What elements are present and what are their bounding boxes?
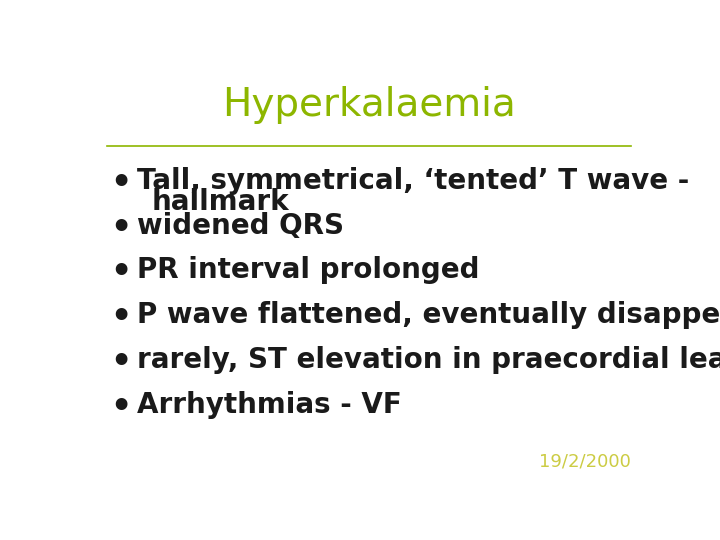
Text: 19/2/2000: 19/2/2000 bbox=[539, 452, 631, 470]
Text: rarely, ST elevation in praecordial leads: rarely, ST elevation in praecordial lead… bbox=[138, 346, 720, 374]
Text: Arrhythmias - VF: Arrhythmias - VF bbox=[138, 391, 402, 419]
Text: Tall, symmetrical, ‘tented’ T wave -: Tall, symmetrical, ‘tented’ T wave - bbox=[138, 167, 690, 195]
Text: •: • bbox=[110, 256, 131, 289]
Text: •: • bbox=[110, 167, 131, 200]
Text: widened QRS: widened QRS bbox=[138, 212, 344, 240]
Text: •: • bbox=[110, 212, 131, 245]
Text: P wave flattened, eventually disappear: P wave flattened, eventually disappear bbox=[138, 301, 720, 329]
Text: •: • bbox=[110, 301, 131, 334]
Text: •: • bbox=[110, 346, 131, 379]
Text: PR interval prolonged: PR interval prolonged bbox=[138, 256, 480, 285]
Text: •: • bbox=[110, 391, 131, 424]
Text: hallmark: hallmark bbox=[151, 188, 289, 217]
Text: Hyperkalaemia: Hyperkalaemia bbox=[222, 85, 516, 124]
